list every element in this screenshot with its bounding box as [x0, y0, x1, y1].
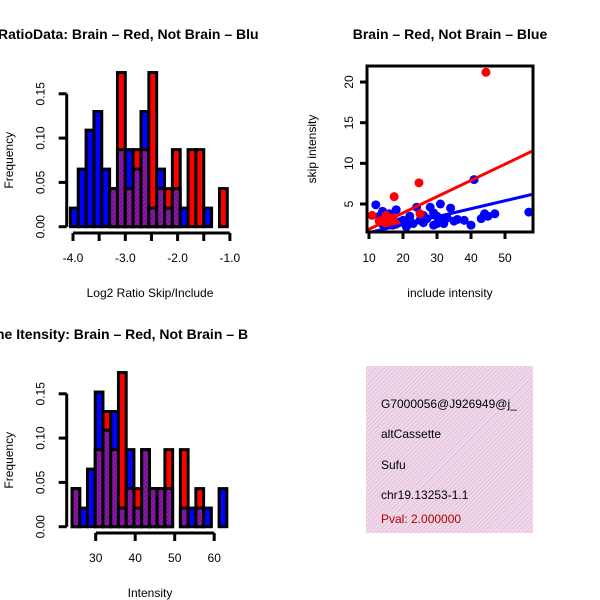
x-tick-label: -1.0: [220, 251, 241, 265]
y-axis-label: skip intensity: [305, 115, 319, 184]
x-tick-label: 30: [430, 251, 444, 265]
regression-line-not-brain: [367, 192, 533, 232]
x-tick-label: 50: [168, 551, 182, 565]
y-tick-label: 0.00: [34, 215, 48, 239]
x-tick-label: 50: [498, 251, 512, 265]
y-tick-label: 0.15: [34, 82, 48, 106]
chart-title: ne Itensity: Brain – Red, Not Brain – B: [0, 326, 248, 342]
scatter-point-brain: [367, 210, 377, 220]
y-tick-label: 0.00: [34, 515, 48, 539]
x-tick-label: 20: [396, 251, 410, 265]
y-axis-label: Frequency: [2, 132, 16, 189]
scatter-point-not-brain: [459, 215, 469, 225]
x-axis-label: Intensity: [128, 586, 173, 600]
y-tick-label: 0.10: [34, 126, 48, 150]
y-tick-label: 5: [342, 200, 356, 207]
x-tick-label: -4.0: [63, 251, 84, 265]
x-axis-label: Log2 Ratio Skip/Include: [87, 286, 214, 300]
scatter-point-not-brain: [466, 220, 476, 230]
x-tick-label: 30: [89, 551, 103, 565]
histogram-bar-brain: [194, 148, 206, 229]
scatter-point-brain: [381, 210, 391, 220]
y-tick-label: 10: [342, 156, 356, 170]
info-type: altCassette: [381, 427, 442, 441]
info-id: G7000056@J926949@j_: [381, 397, 517, 411]
x-tick-label: 40: [129, 551, 143, 565]
scatter-point-not-brain: [452, 214, 462, 224]
info-location: chr19.13253-1.1: [381, 488, 469, 502]
regression-line-brain: [367, 149, 533, 232]
info-pval: Pval: 2.000000: [381, 512, 462, 526]
scatter-point-brain: [415, 209, 425, 219]
scatter-point-not-brain: [429, 208, 439, 218]
y-tick-label: 0.05: [34, 470, 48, 494]
x-tick-label: 10: [362, 251, 376, 265]
y-tick-label: 0.15: [34, 382, 48, 406]
scatter-point-brain: [414, 178, 424, 188]
histogram-bar-brain: [217, 187, 229, 229]
scatter-point-not-brain: [435, 199, 445, 209]
histogram-bar-not-brain: [217, 487, 229, 529]
y-tick-label: 0.05: [34, 170, 48, 194]
y-tick-label: 15: [342, 116, 356, 130]
scatter-point-not-brain: [446, 203, 456, 213]
scatter-point-brain: [389, 192, 399, 202]
x-axis-label: include intensity: [407, 286, 492, 300]
y-tick-label: 20: [342, 75, 356, 89]
y-tick-label: 0.10: [34, 426, 48, 450]
chart-title: RatioData: Brain – Red, Not Brain – Blu: [0, 26, 259, 42]
scatter-point-brain: [481, 67, 491, 77]
x-tick-label: -3.0: [115, 251, 136, 265]
scatter-point-not-brain: [490, 209, 500, 219]
x-tick-label: 60: [208, 551, 222, 565]
scatter-point-not-brain: [371, 200, 381, 210]
x-tick-label: 40: [464, 251, 478, 265]
x-tick-label: -2.0: [167, 251, 188, 265]
histogram-bar-not-brain: [202, 506, 213, 529]
info-gene: Sufu: [381, 458, 406, 472]
plot-frame: [365, 64, 535, 234]
info-panel: G7000056@J926949@j_ altCassette Sufu chr…: [366, 366, 533, 533]
histogram-bar-overlap: [163, 487, 175, 529]
scatter-point-not-brain: [391, 205, 401, 215]
scatter-point-not-brain: [483, 211, 493, 221]
histogram-bar-not-brain: [202, 206, 214, 229]
scatter-point-not-brain: [524, 207, 533, 217]
y-axis-label: Frequency: [2, 432, 16, 489]
chart-title: Brain – Red, Not Brain – Blue: [353, 26, 548, 42]
